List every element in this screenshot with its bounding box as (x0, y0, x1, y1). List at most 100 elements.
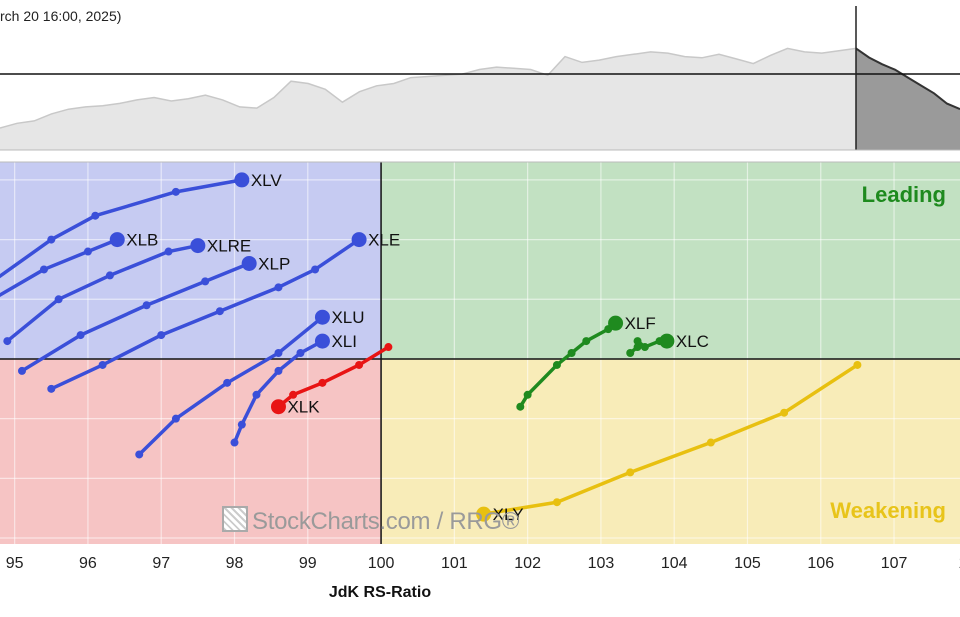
series-head-marker (190, 238, 206, 254)
x-tick-label: 103 (588, 555, 615, 572)
series-point (223, 378, 232, 387)
series-xlf: XLF (516, 314, 656, 411)
series-label: XLV (251, 171, 283, 190)
series-point (105, 271, 114, 280)
series-head-marker (314, 309, 330, 325)
series-point (355, 360, 364, 369)
series-label: XLY (493, 505, 524, 524)
series-point (318, 378, 327, 387)
x-tick-label: 100 (368, 555, 395, 572)
series-point (780, 408, 789, 417)
stockcharts-watermark: StockCharts.com / RRG® (222, 506, 519, 536)
series-point (552, 498, 561, 507)
series-tail-line (0, 237, 120, 298)
series-xlp: XLP (17, 254, 290, 375)
series-xlre: XLRE (3, 237, 251, 346)
series-point (171, 414, 180, 423)
series-point (552, 360, 561, 369)
series-point (3, 337, 12, 346)
series-point (164, 247, 173, 256)
series-point (135, 450, 144, 459)
watermark-text: StockCharts.com / RRG® (252, 508, 520, 535)
rrg-chart: 95 96 97 98 99 100 101 102 103 104 105 106 107 10 XLV X… (0, 160, 960, 612)
series-xli: XLI (230, 332, 357, 447)
lagging-quadrant (0, 358, 382, 544)
x-tick-label: 106 (807, 555, 834, 572)
series-point (54, 295, 63, 304)
series-xlk: XLK (270, 343, 393, 417)
series-point (215, 307, 224, 316)
series-point (516, 402, 525, 411)
x-tick-label: 102 (514, 555, 541, 572)
series-point (626, 468, 635, 477)
series-head-marker (314, 333, 330, 349)
series-point (523, 390, 532, 399)
x-tick-label: 104 (661, 555, 688, 572)
x-tick-label: 107 (881, 555, 908, 572)
series-xlu: XLU (135, 308, 365, 459)
top-caption: rch 20 16:00, 2025) (0, 8, 122, 24)
history-area (0, 48, 856, 150)
tail-window-line (855, 47, 960, 111)
x-tick-label: 96 (79, 555, 97, 572)
series-point (582, 337, 591, 346)
x-tick-label: 105 (734, 555, 761, 572)
series-point (83, 247, 92, 256)
series-point (311, 265, 320, 274)
series-label: XLU (331, 308, 364, 327)
series-point (633, 343, 642, 352)
weakening-quadrant-label: Weakening (830, 498, 946, 523)
series-point (274, 349, 283, 357)
series-label: XLB (126, 231, 158, 250)
series-head-marker (270, 399, 286, 415)
series-point (289, 390, 298, 399)
x-tick-label: 95 (6, 555, 24, 572)
series-label: XLI (331, 332, 357, 351)
x-tick-labels: 95 96 97 98 99 100 101 102 103 104 105 106 107 10 (6, 555, 960, 572)
x-axis-title: JdK RS-Ratio (328, 584, 432, 601)
series-point (91, 211, 100, 220)
series-head-marker (351, 232, 367, 248)
series-label: XLRE (207, 237, 251, 256)
series-label: XLP (258, 254, 290, 273)
series-head-marker (241, 255, 257, 271)
series-xle: XLE (47, 231, 400, 393)
history-line (0, 47, 857, 129)
series-point (640, 343, 649, 352)
tail-window-area (856, 48, 960, 150)
series-point (274, 366, 283, 375)
series-xlb: XLB (0, 231, 158, 298)
series-point (201, 277, 210, 286)
series-point (237, 420, 246, 429)
series-label: XLF (625, 314, 656, 333)
series-point (274, 283, 283, 292)
series-label: XLC (676, 332, 709, 351)
stockcharts-logo-icon (222, 506, 248, 532)
series-point (17, 366, 26, 375)
series-point (706, 438, 715, 447)
top-area-chart (0, 6, 960, 151)
series-head-marker (608, 315, 624, 331)
series-head-marker (234, 172, 250, 188)
series-head-marker (476, 506, 492, 522)
series-point (142, 301, 151, 310)
series-xlc: XLC (626, 332, 709, 357)
leading-quadrant-label: Leading (861, 182, 946, 207)
series-point (98, 360, 107, 369)
x-tick-label: 101 (441, 555, 468, 572)
series-point (567, 349, 576, 357)
series-point (633, 337, 642, 346)
series-tail-line (481, 363, 860, 516)
series-point (853, 360, 862, 369)
series-label: XLK (287, 398, 320, 417)
series-point (47, 235, 56, 244)
series-point (296, 349, 305, 357)
series-point (39, 265, 48, 274)
x-tick-label: 98 (226, 555, 244, 572)
series-point (230, 438, 239, 447)
series-point (47, 384, 56, 393)
x-tick-label: 99 (299, 555, 317, 572)
leading-quadrant (381, 162, 960, 359)
x-tick-label: 97 (152, 555, 170, 572)
series-xlv: XLV (0, 171, 283, 279)
